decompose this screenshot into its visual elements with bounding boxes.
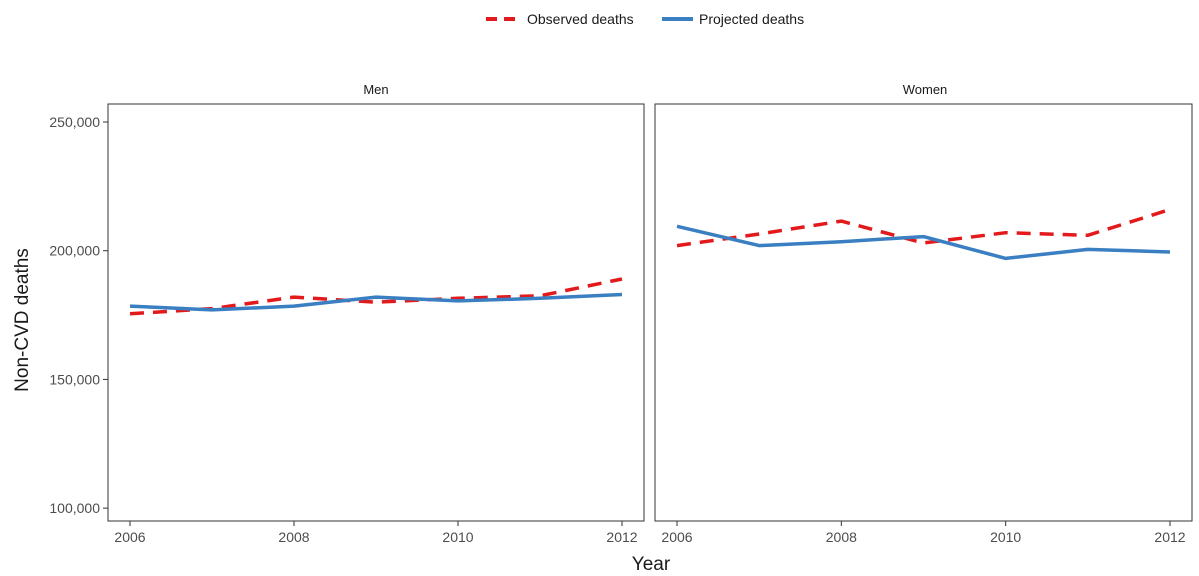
x-tick-label: 2006 (661, 529, 692, 545)
y-tick-label: 200,000 (49, 243, 100, 259)
y-tick-label: 150,000 (49, 371, 100, 387)
x-tick-label: 2008 (826, 529, 857, 545)
x-tick-label: 2006 (114, 529, 145, 545)
facet-title-women: Women (903, 82, 948, 97)
x-tick-label: 2010 (990, 529, 1021, 545)
y-tick-label: 250,000 (49, 114, 100, 130)
projected-line-men (129, 292, 623, 312)
y-tick-label: 100,000 (49, 500, 100, 516)
facet-title-men: Men (363, 82, 388, 97)
x-tick-label: 2012 (606, 529, 637, 545)
facet-women: Women 2006 2008 2010 2012 (654, 82, 1193, 545)
legend-projected-label: Projected deaths (699, 11, 804, 27)
legend: Observed deaths Projected deaths (486, 11, 804, 27)
projected-line-women (676, 224, 1171, 261)
x-tick-label: 2010 (442, 529, 473, 545)
y-axis-title: Non-CVD deaths (12, 248, 33, 392)
panel-border-women (654, 103, 1193, 522)
facet-men: Men 2006 2008 2010 2012 100,000 150,000 200,00… (49, 82, 645, 545)
observed-line-women (676, 207, 1171, 248)
legend-observed-label: Observed deaths (527, 11, 634, 27)
x-tick-label: 2012 (1154, 529, 1185, 545)
x-axis-title: Year (632, 554, 671, 575)
x-tick-label: 2008 (278, 529, 309, 545)
panel-border-men (107, 103, 645, 522)
